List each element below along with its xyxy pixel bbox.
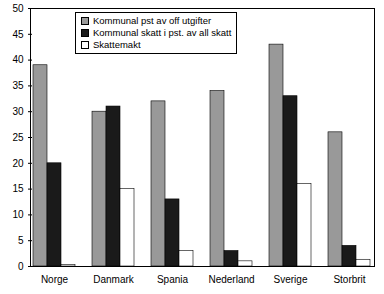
svg-text:20: 20	[12, 158, 24, 169]
html-text:Skattemakt: Skattemakt	[93, 39, 141, 50]
svg-text:10: 10	[12, 209, 24, 220]
svg-text:25: 25	[12, 132, 24, 143]
svg-text:Nederland: Nederland	[208, 274, 254, 285]
svg-text:45: 45	[12, 29, 24, 40]
svg-text:Spania: Spania	[157, 274, 189, 285]
svg-text:Norge: Norge	[41, 274, 69, 285]
svg-text:0: 0	[18, 261, 24, 272]
svg-text:Sverige: Sverige	[274, 274, 308, 285]
html-text:Kommunal skatt i pst. av all s: Kommunal skatt i pst. av all skatt	[93, 27, 232, 38]
svg-text:15: 15	[12, 183, 24, 194]
svg-text:30: 30	[12, 106, 24, 117]
svg-text:Storbrit: Storbrit	[333, 274, 365, 285]
svg-text:35: 35	[12, 80, 24, 91]
svg-text:Danmark: Danmark	[93, 274, 135, 285]
svg-text:5: 5	[18, 235, 24, 246]
svg-text:50: 50	[12, 3, 24, 14]
svg-text:40: 40	[12, 54, 24, 65]
html-text:Kommunal pst av off utgifter: Kommunal pst av off utgifter	[93, 15, 212, 26]
